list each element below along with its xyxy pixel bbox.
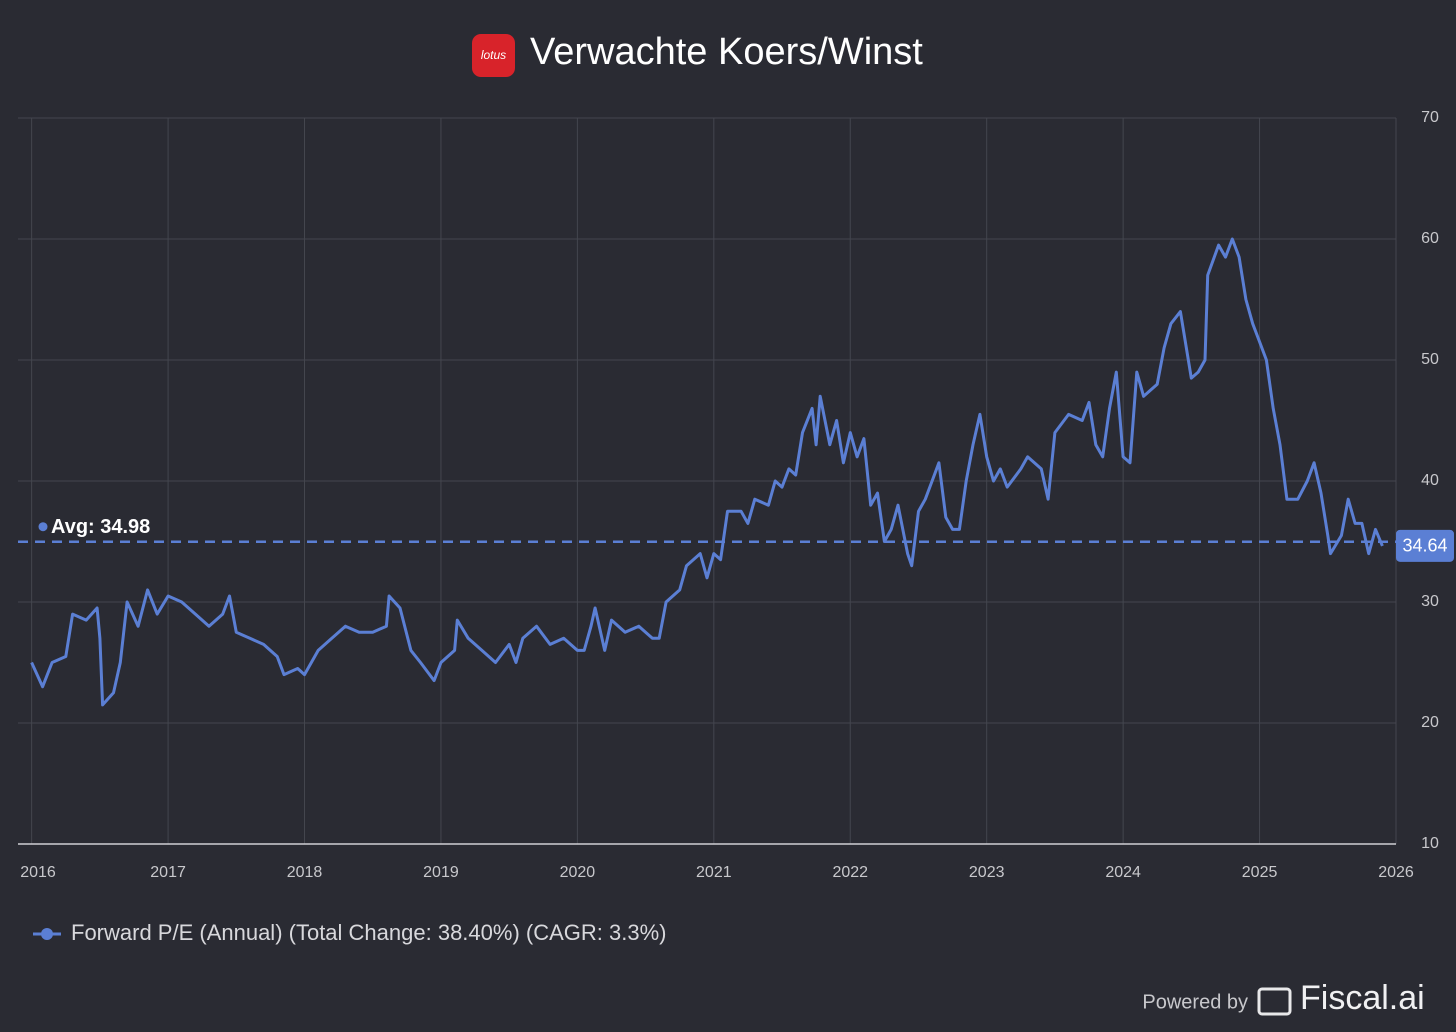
brand-icon: [1257, 987, 1292, 1016]
x-tick-label: 2020: [560, 864, 596, 881]
x-tick-label: 2022: [832, 864, 868, 881]
y-tick-label: 30: [1421, 593, 1439, 610]
x-tick-label: 2023: [969, 864, 1005, 881]
data-line: [30, 237, 1384, 707]
x-tick-label: 2021: [696, 864, 732, 881]
x-tick-label: 2025: [1242, 864, 1278, 881]
last-value-badge: [1396, 529, 1454, 562]
y-tick-label: 20: [1421, 714, 1439, 731]
average-dot: [38, 522, 48, 532]
logo-text: lotus: [481, 48, 506, 62]
x-tick-label: 2016: [20, 864, 56, 881]
y-tick-label: 50: [1421, 351, 1439, 368]
x-tick-label: 2026: [1378, 864, 1414, 881]
y-tick-label: 70: [1421, 109, 1439, 126]
logo: [472, 34, 515, 77]
powered-by: Powered by: [1142, 991, 1248, 1013]
last-value-label: 34.64: [1402, 536, 1447, 556]
x-tick-label: 2018: [287, 864, 323, 881]
legend-label: Forward P/E (Annual) (Total Change: 38.4…: [71, 920, 666, 945]
y-tick-label: 40: [1421, 472, 1439, 489]
brand: Fiscal.ai: [1300, 979, 1425, 1017]
y-tick-label: 60: [1421, 230, 1439, 247]
y-tick-label: 10: [1421, 835, 1439, 852]
x-tick-label: 2017: [150, 864, 186, 881]
x-tick-label: 2024: [1105, 864, 1141, 881]
legend-dot: [41, 928, 53, 940]
chart-title: Verwachte Koers/Winst: [530, 31, 923, 73]
average-label: Avg: 34.98: [51, 516, 150, 538]
x-tick-label: 2019: [423, 864, 459, 881]
